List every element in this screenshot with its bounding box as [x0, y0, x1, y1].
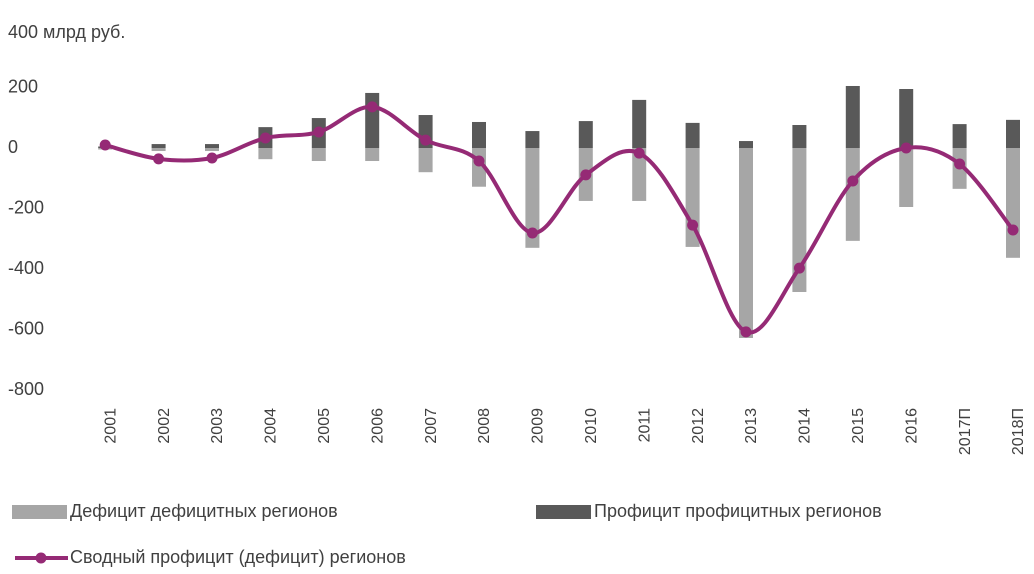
x-tick-label: 2002	[156, 408, 173, 444]
bar	[365, 92, 380, 148]
x-tick-label: 2005	[316, 408, 333, 444]
legend-swatch	[536, 505, 591, 519]
bar	[739, 148, 753, 338]
bar	[418, 148, 433, 173]
bar	[792, 125, 807, 148]
bar	[632, 148, 647, 201]
x-tick-label: 2016	[903, 408, 920, 444]
bar	[205, 148, 219, 152]
bar	[845, 85, 860, 148]
x-tick-label: 2011	[636, 408, 653, 443]
y-tick-label: 200	[8, 76, 38, 96]
bar	[151, 144, 166, 148]
bar	[365, 148, 380, 162]
bar	[899, 148, 914, 207]
y-tick-label: -600	[8, 318, 44, 338]
x-tick-label: 2008	[476, 408, 493, 444]
x-tick-label: 2018П	[1010, 408, 1027, 455]
bar	[525, 148, 540, 248]
marker	[580, 169, 592, 181]
legend-swatch	[12, 505, 67, 519]
bar	[472, 121, 486, 148]
y-tick-label: 400 млрд руб.	[8, 22, 125, 42]
marker	[954, 158, 966, 170]
x-tick-label: 2007	[423, 408, 440, 444]
marker	[847, 175, 859, 187]
marker	[99, 139, 111, 151]
marker	[420, 134, 432, 146]
x-tick-label: 2010	[583, 408, 600, 444]
line	[104, 104, 1015, 335]
marker	[687, 219, 699, 231]
x-tick-label: 2003	[209, 408, 226, 444]
bar	[739, 141, 753, 148]
bar	[578, 121, 593, 148]
bar	[311, 148, 326, 162]
bar	[1006, 148, 1020, 258]
bar	[1006, 119, 1020, 148]
legend-swatch	[35, 552, 47, 564]
marker	[153, 153, 165, 165]
marker	[473, 155, 485, 167]
marker	[900, 142, 912, 154]
x-tick-label: 2006	[369, 408, 386, 444]
x-tick-label: 2001	[102, 408, 119, 444]
x-tick-label: 2017П	[957, 408, 974, 455]
x-tick-label: 2014	[797, 408, 814, 444]
marker	[1007, 224, 1019, 236]
bar	[792, 148, 807, 292]
x-tick-label: 2004	[263, 408, 280, 444]
bar	[685, 122, 700, 148]
bar	[525, 131, 540, 148]
legend-label: Профицит профицитных регионов	[594, 501, 882, 521]
legend-label: Дефицит дефицитных регионов	[70, 501, 338, 521]
y-tick-label: -400	[8, 258, 44, 278]
marker	[259, 132, 271, 144]
x-tick-label: 2013	[743, 408, 760, 444]
x-tick-label: 2015	[850, 408, 867, 444]
marker	[313, 126, 325, 138]
marker	[206, 152, 218, 164]
bar	[952, 124, 967, 148]
marker	[740, 326, 752, 338]
marker	[526, 227, 538, 239]
bar	[899, 89, 914, 148]
marker	[793, 262, 805, 274]
bar	[258, 148, 273, 160]
bar	[151, 148, 166, 152]
x-tick-label: 2012	[690, 408, 707, 444]
bar	[845, 148, 860, 241]
y-tick-label: -200	[8, 197, 44, 217]
y-tick-label: -800	[8, 379, 44, 399]
bar	[205, 144, 219, 148]
x-tick-label: 2009	[530, 408, 547, 444]
marker	[633, 147, 645, 159]
y-tick-label: 0	[8, 137, 18, 157]
bar	[632, 99, 647, 148]
marker	[366, 101, 378, 113]
legend-label: Сводный профицит (дефицит) регионов	[70, 547, 406, 567]
